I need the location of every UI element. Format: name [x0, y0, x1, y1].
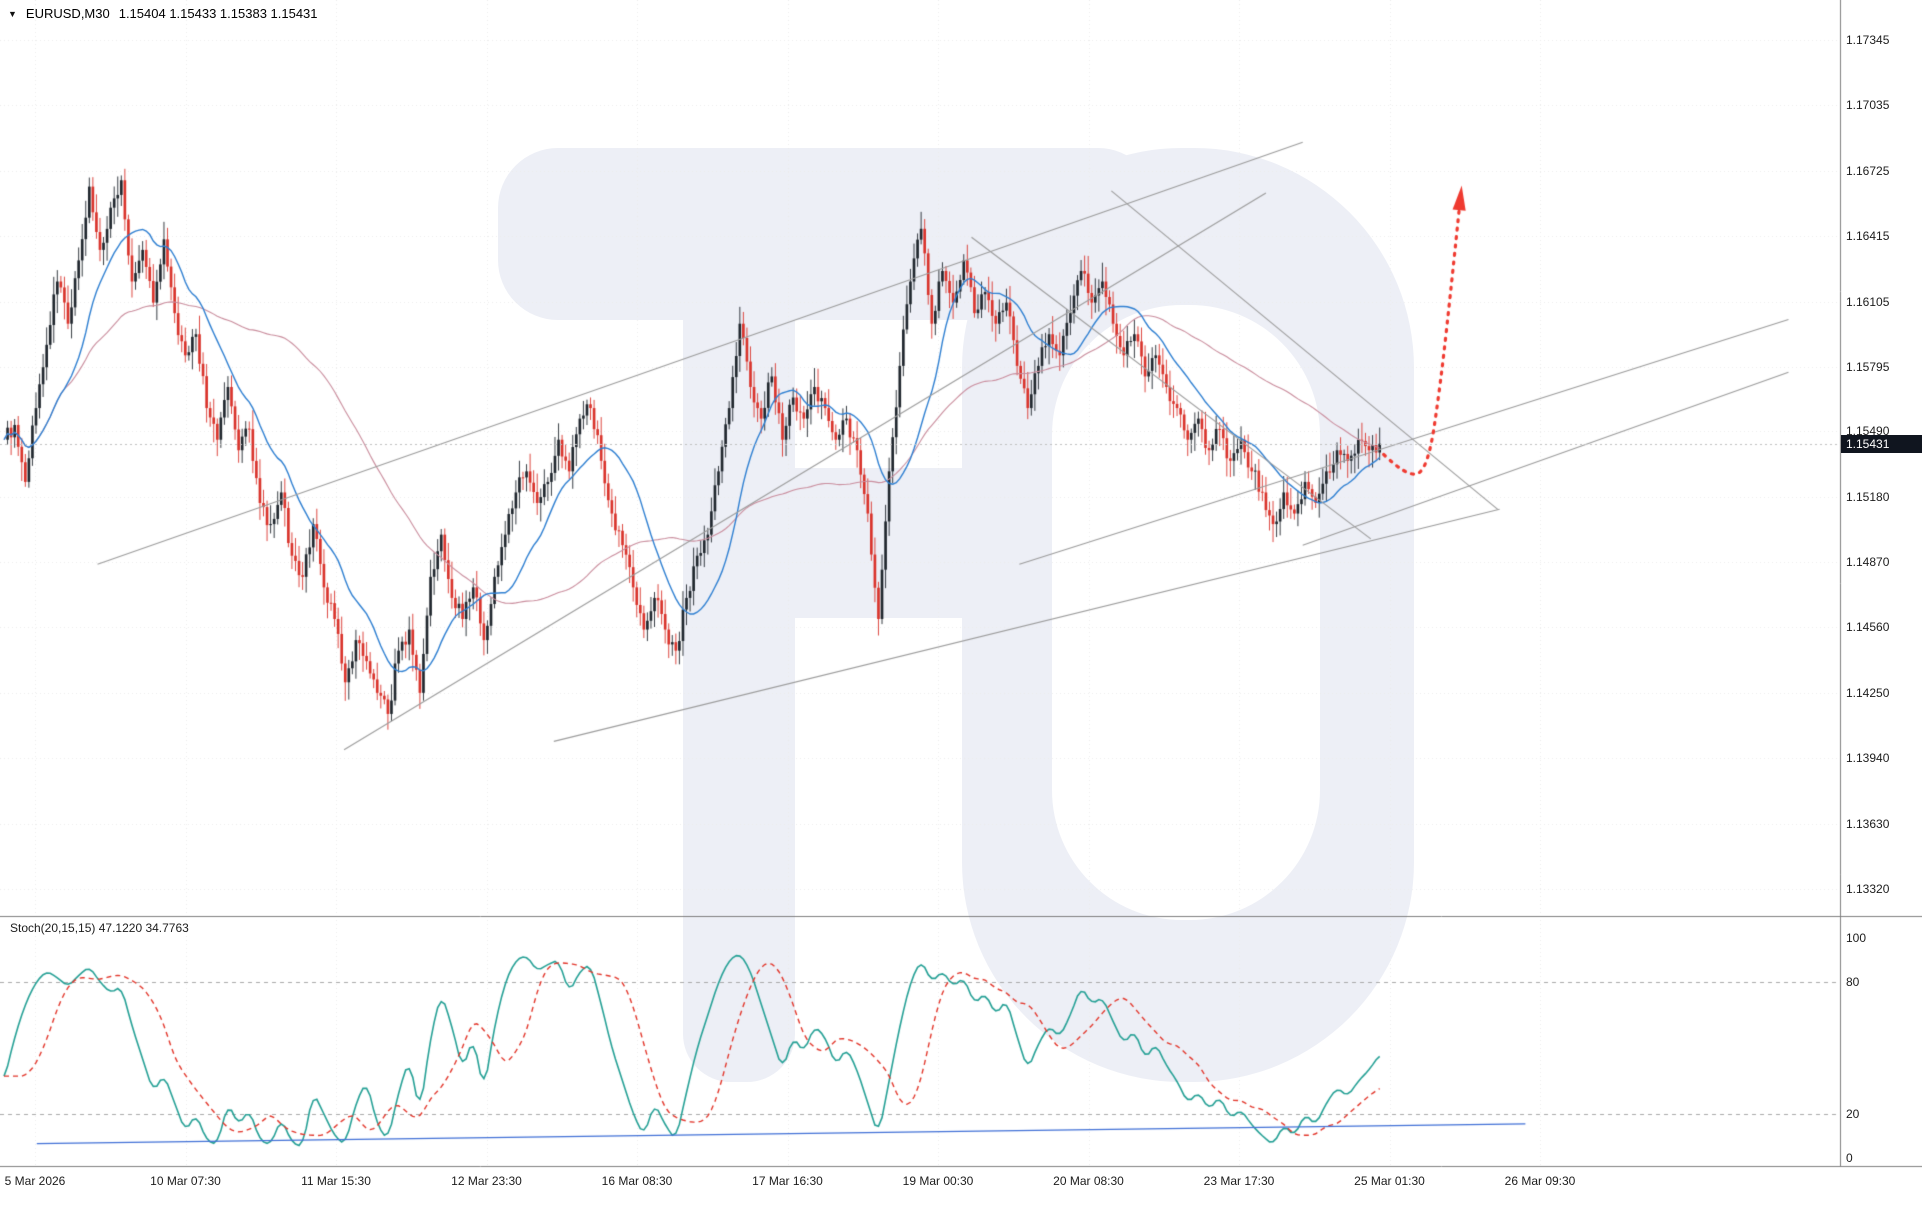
- symbol-dropdown-icon[interactable]: ▼: [8, 8, 17, 19]
- price-tick-label: 1.14870: [1846, 555, 1890, 570]
- stoch-indicator-label: Stoch(20,15,15) 47.1220 34.7763: [10, 921, 189, 935]
- chart-header: ▼ EURUSD,M30 1.15404 1.15433 1.15383 1.1…: [8, 6, 318, 21]
- stoch-tick-label: 100: [1846, 931, 1867, 945]
- time-tick-label: 16 Mar 08:30: [601, 1174, 673, 1188]
- stoch-tick-label: 80: [1846, 975, 1860, 989]
- stoch-tick-label: 20: [1846, 1107, 1860, 1121]
- time-axis[interactable]: 5 Mar 2026 10 Mar 07:30 11 Mar 15:30 12 Mar…: [0, 1168, 1922, 1208]
- time-tick-label: 20 Mar 08:30: [1053, 1174, 1124, 1188]
- price-tick-label: 1.14560: [1846, 620, 1890, 635]
- time-tick-label: 10 Mar 07:30: [150, 1174, 221, 1188]
- time-tick-label: 26 Mar 09:30: [1504, 1174, 1576, 1188]
- price-tick-label: 1.13320: [1846, 882, 1890, 896]
- price-tick-label: 1.15180: [1846, 489, 1890, 504]
- time-tick-label: 23 Mar 17:30: [1203, 1174, 1275, 1188]
- price-tick-label: 1.13630: [1846, 816, 1890, 831]
- current-price-badge: 1.15431: [1841, 434, 1922, 453]
- time-tick-label: 11 Mar 15:30: [301, 1174, 371, 1188]
- price-axis[interactable]: 1.17345 1.17035 1.16725 1.16415 1.16105 1.157…: [1846, 0, 1922, 1166]
- stoch-name: Stoch(20,15,15): [10, 921, 96, 935]
- stoch-values: 47.1220 34.7763: [98, 921, 189, 935]
- price-tick-label: 1.16105: [1846, 294, 1890, 309]
- time-tick-label: 12 Mar 23:30: [451, 1174, 522, 1188]
- time-tick-label: 19 Mar 00:30: [902, 1174, 974, 1188]
- price-tick-label: 1.16725: [1846, 163, 1890, 178]
- price-tick-label: 1.14250: [1846, 685, 1890, 700]
- current-price-value: 1.15431: [1846, 436, 1890, 451]
- time-tick-label: 5 Mar 2026: [4, 1174, 66, 1188]
- price-tick-label: 1.13940: [1846, 751, 1890, 766]
- ohlc-values: 1.15404 1.15433 1.15383 1.15431: [118, 6, 318, 21]
- stoch-axis[interactable]: 100 80 20 0: [1846, 0, 1922, 1166]
- stoch-tick-label: 0: [1846, 1151, 1853, 1165]
- symbol-title: EURUSD,M30: [25, 6, 110, 21]
- time-tick-label: 25 Mar 01:30: [1354, 1174, 1425, 1188]
- price-tick-label: 1.15795: [1846, 359, 1890, 374]
- price-tick-label: 1.17345: [1846, 33, 1890, 47]
- price-tick-label: 1.17035: [1846, 98, 1890, 113]
- price-tick-label: 1.16415: [1846, 229, 1890, 244]
- time-tick-label: 17 Mar 16:30: [752, 1174, 823, 1188]
